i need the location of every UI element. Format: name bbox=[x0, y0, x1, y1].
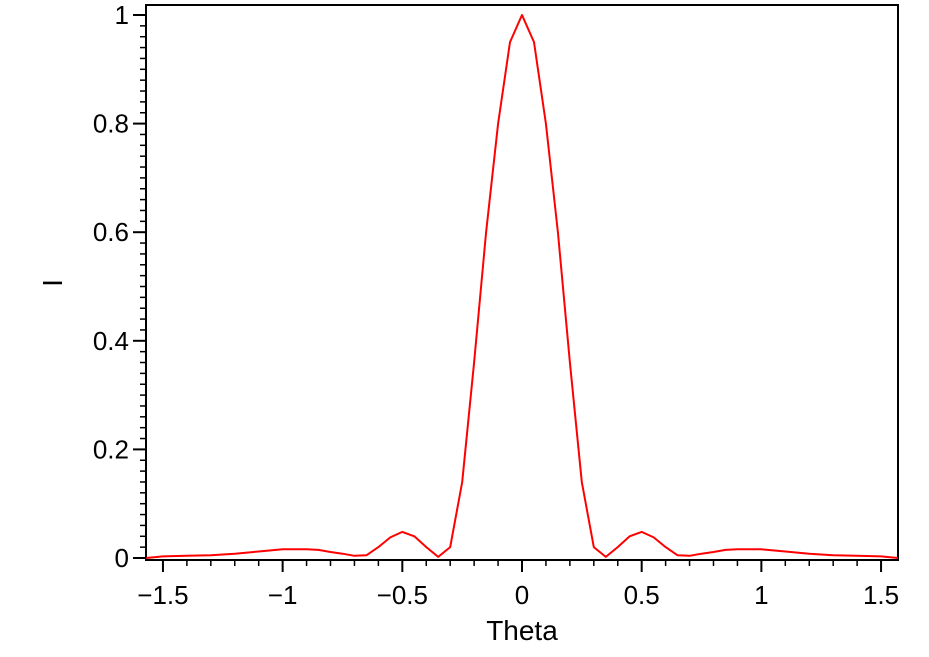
x-axis: −1.5 −1 −0.5 0 0.5 1 1.5 bbox=[137, 560, 899, 610]
y-axis-title: I bbox=[37, 279, 68, 287]
y-tick-label: 0.6 bbox=[93, 217, 129, 247]
y-tick-label: 0.8 bbox=[93, 109, 129, 139]
x-tick-label: −1.5 bbox=[137, 580, 188, 610]
x-tick-label: −1 bbox=[268, 580, 298, 610]
x-tick-label: 0.5 bbox=[624, 580, 660, 610]
y-tick-label: 0 bbox=[115, 543, 129, 573]
x-tick-label: 1 bbox=[754, 580, 768, 610]
y-tick-label: 0.4 bbox=[93, 326, 129, 356]
series-line-0 bbox=[146, 14, 898, 559]
y-tick-label: 0.2 bbox=[93, 434, 129, 464]
y-tick-label: 1 bbox=[115, 0, 129, 30]
x-tick-label: 0 bbox=[515, 580, 529, 610]
x-tick-label: −0.5 bbox=[377, 580, 428, 610]
plot-frame bbox=[145, 4, 899, 561]
y-axis: 0 0.2 0.4 0.6 0.8 1 bbox=[93, 0, 146, 573]
x-tick-label: 1.5 bbox=[863, 580, 899, 610]
x-axis-title: Theta bbox=[486, 615, 558, 646]
series-layer bbox=[146, 14, 898, 559]
